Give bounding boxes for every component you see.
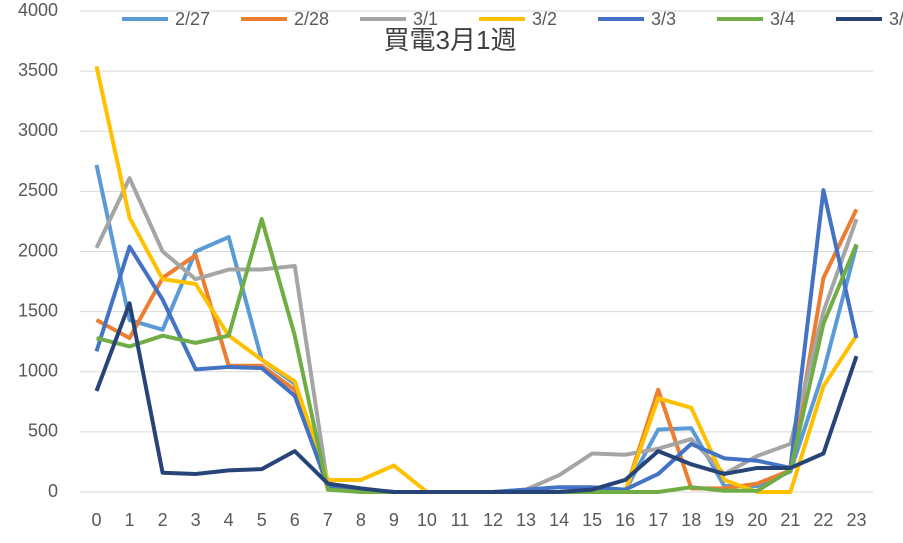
x-tick-label: 10 [417,510,437,530]
x-tick-label: 15 [582,510,602,530]
y-tick-label: 2500 [18,180,58,200]
x-tick-label: 14 [549,510,569,530]
x-tick-label: 13 [516,510,536,530]
x-tick-label: 0 [92,510,102,530]
x-tick-label: 16 [615,510,635,530]
x-tick-label: 4 [224,510,234,530]
legend-label: 2/28 [294,9,329,29]
legend-label: 2/27 [175,9,210,29]
x-tick-label: 17 [648,510,668,530]
y-tick-label: 4000 [18,0,58,20]
legend-label: 3/4 [770,9,795,29]
x-tick-label: 2 [158,510,168,530]
x-tick-label: 7 [323,510,333,530]
legend-label: 3/1 [413,9,438,29]
x-tick-label: 9 [389,510,399,530]
y-tick-label: 1500 [18,300,58,320]
x-tick-label: 5 [257,510,267,530]
x-tick-label: 8 [356,510,366,530]
y-tick-label: 0 [48,481,58,501]
y-tick-label: 2000 [18,240,58,260]
series-line [94,301,859,494]
x-tick-label: 3 [191,510,201,530]
x-tick-label: 6 [290,510,300,530]
chart-title: 買電3月1週 [384,25,517,55]
x-tick-label: 20 [747,510,767,530]
y-tick-label: 500 [28,421,58,441]
x-tick-label: 12 [483,510,503,530]
y-tick-label: 3000 [18,120,58,140]
x-tick-label: 23 [846,510,866,530]
x-tick-label: 22 [813,510,833,530]
legend-label: 3/3 [651,9,676,29]
x-tick-label: 11 [451,510,470,530]
legend-label: 3/5 [889,9,903,29]
x-tick-label: 19 [714,510,734,530]
y-tick-label: 1000 [18,361,58,381]
x-tick-label: 1 [125,510,135,530]
legend-label: 3/2 [532,9,557,29]
y-tick-label: 3500 [18,60,58,80]
x-tick-label: 21 [780,510,800,530]
x-tick-label: 18 [681,510,701,530]
